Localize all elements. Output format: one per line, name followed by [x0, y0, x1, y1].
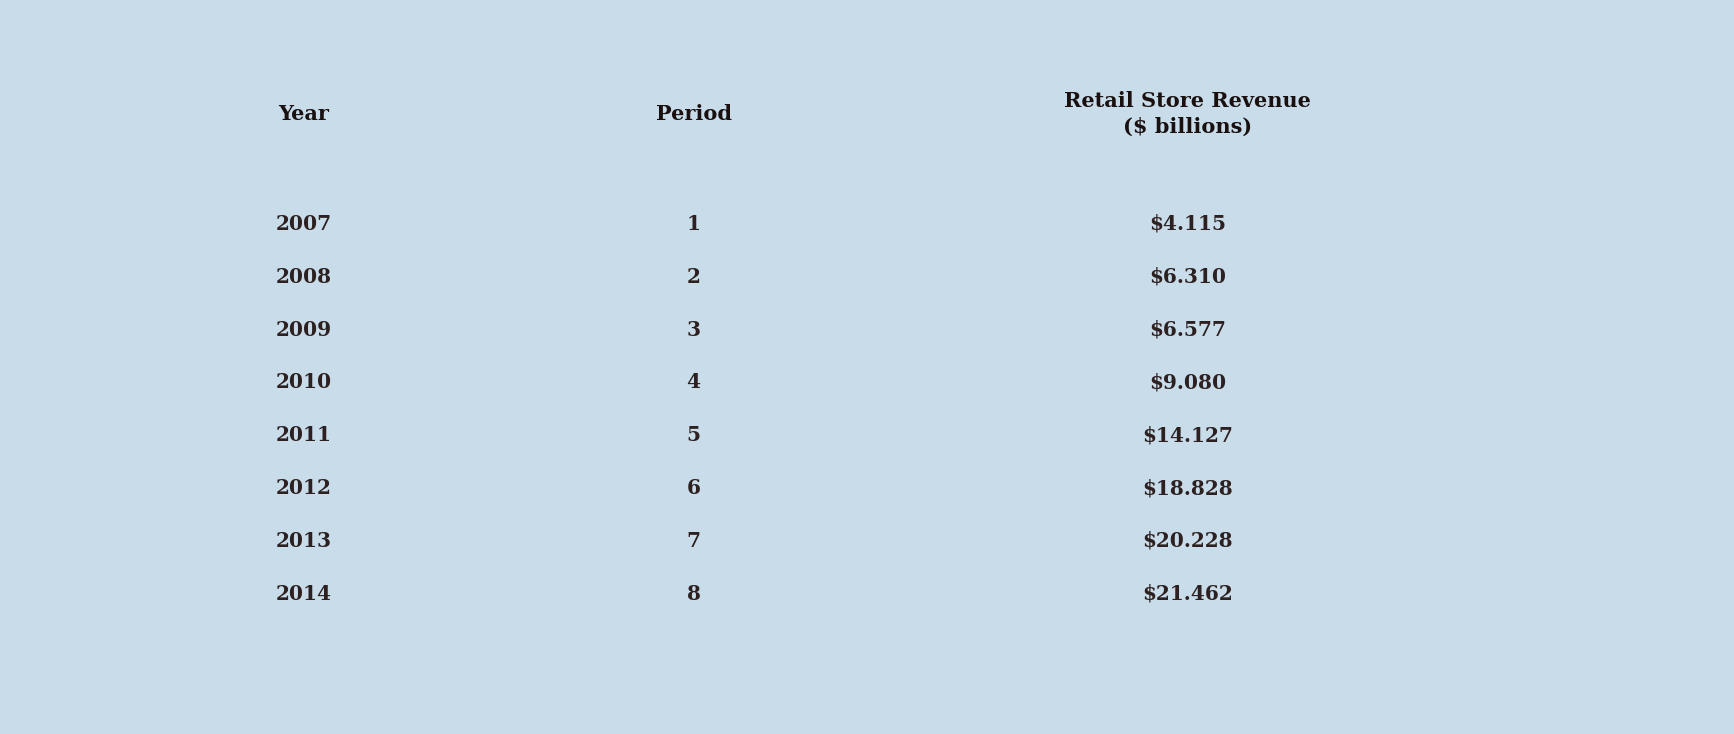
Text: $21.462: $21.462: [1143, 584, 1233, 604]
Text: 5: 5: [687, 425, 701, 446]
Text: $20.228: $20.228: [1143, 531, 1233, 551]
Text: 2011: 2011: [276, 425, 331, 446]
Text: $14.127: $14.127: [1143, 425, 1233, 446]
Text: 2013: 2013: [276, 531, 331, 551]
Text: 3: 3: [687, 319, 701, 340]
Text: 2009: 2009: [276, 319, 331, 340]
Text: 2007: 2007: [276, 214, 331, 234]
Text: $6.310: $6.310: [1150, 266, 1226, 287]
Text: 2010: 2010: [276, 372, 331, 393]
Text: 1: 1: [687, 214, 701, 234]
Text: $6.577: $6.577: [1150, 319, 1226, 340]
Text: Retail Store Revenue
($ billions): Retail Store Revenue ($ billions): [1065, 91, 1311, 137]
Text: $4.115: $4.115: [1150, 214, 1226, 234]
Text: 8: 8: [687, 584, 701, 604]
Text: $9.080: $9.080: [1150, 372, 1226, 393]
Text: 2014: 2014: [276, 584, 331, 604]
Text: Year: Year: [277, 103, 329, 124]
Text: 7: 7: [687, 531, 701, 551]
Text: 6: 6: [687, 478, 701, 498]
Text: 2012: 2012: [276, 478, 331, 498]
Text: Period: Period: [655, 103, 732, 124]
Text: 4: 4: [687, 372, 701, 393]
Text: $18.828: $18.828: [1143, 478, 1233, 498]
Text: 2: 2: [687, 266, 701, 287]
Text: 2008: 2008: [276, 266, 331, 287]
